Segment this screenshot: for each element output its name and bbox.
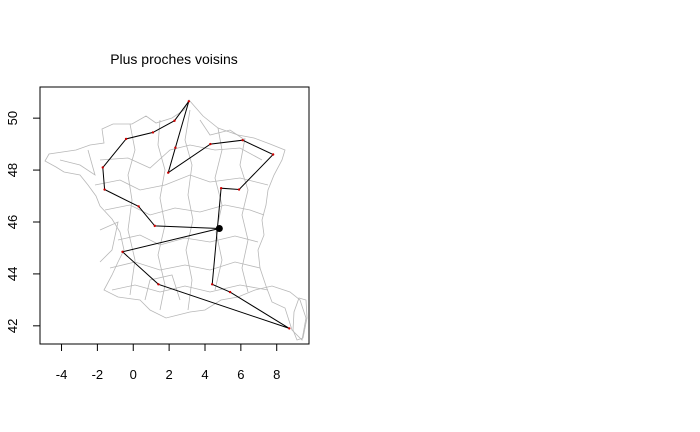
- city-point: [173, 119, 176, 122]
- city-point: [288, 327, 291, 330]
- city-point: [151, 131, 155, 134]
- x-tick-label: 8: [273, 367, 280, 382]
- france-outline: [44, 99, 307, 341]
- y-tick-label: 42: [5, 319, 20, 333]
- points-layer: [101, 100, 291, 330]
- city-point: [209, 142, 212, 146]
- city-point: [271, 153, 275, 156]
- x-tick-label: 2: [166, 367, 173, 382]
- city-point: [241, 139, 244, 142]
- x-tick-label: 4: [201, 367, 208, 382]
- city-point: [219, 187, 223, 190]
- city-point: [124, 137, 128, 141]
- department-boundaries: [59, 109, 269, 311]
- city-point: [228, 290, 232, 294]
- city-point: [187, 100, 191, 103]
- plot-box: [39, 86, 310, 345]
- start-point: [215, 224, 223, 232]
- y-tick-label: 50: [5, 111, 20, 125]
- x-tick-label: -2: [92, 367, 104, 382]
- y-tick-label: 44: [5, 267, 20, 281]
- city-point: [103, 188, 106, 191]
- city-point: [101, 166, 104, 169]
- chart-title: Plus proches voisins: [110, 51, 238, 67]
- city-point: [137, 205, 140, 208]
- y-tick-label: 46: [5, 215, 20, 229]
- city-point: [153, 224, 156, 228]
- x-tick-label: 6: [237, 367, 244, 382]
- city-point: [210, 283, 214, 286]
- y-tick-label: 48: [5, 163, 20, 177]
- route-layer: [102, 101, 290, 329]
- city-point: [121, 250, 124, 254]
- corsica-outline: [292, 297, 308, 341]
- x-tick-label: -4: [56, 367, 68, 382]
- x-tick-label: 0: [130, 367, 137, 382]
- france-map: [44, 99, 308, 341]
- city-point: [174, 146, 177, 149]
- city-point: [167, 171, 170, 174]
- city-point: [237, 188, 241, 191]
- city-point: [157, 283, 160, 286]
- route-line: [102, 101, 290, 329]
